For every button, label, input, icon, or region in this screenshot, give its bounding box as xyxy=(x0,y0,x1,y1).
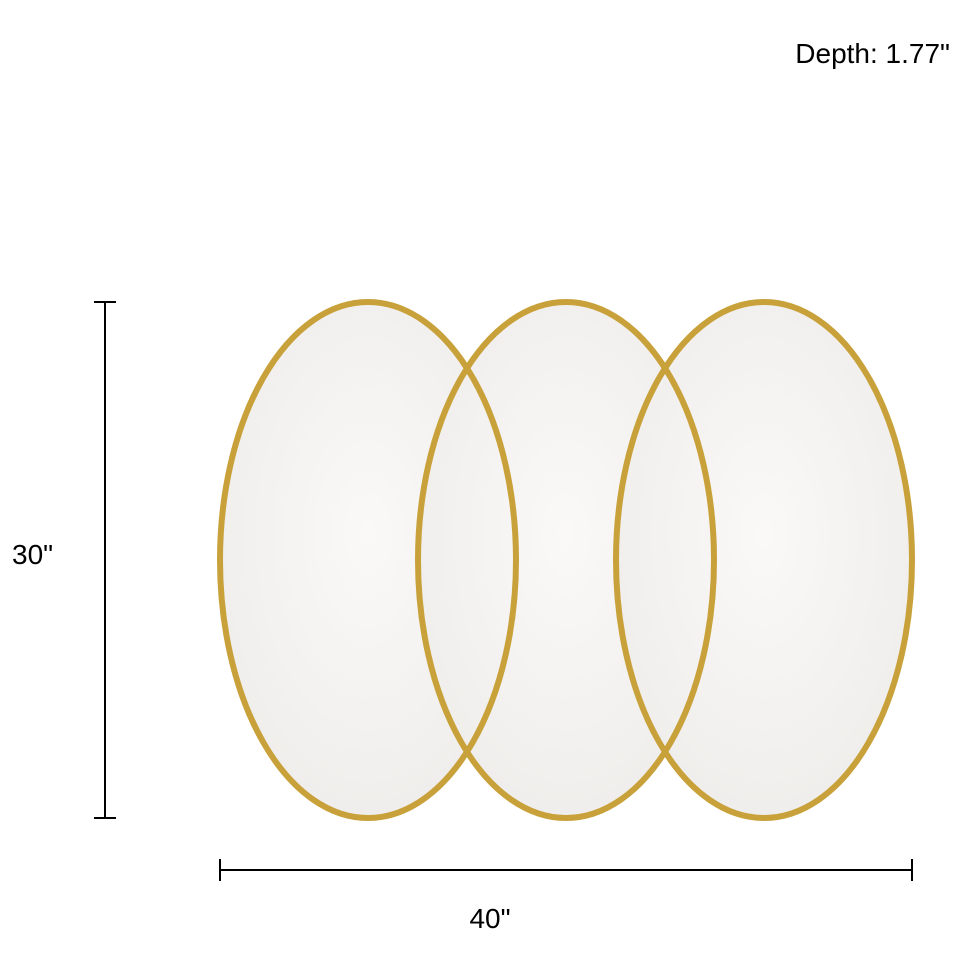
height-dimension-line xyxy=(94,302,116,818)
mirror-product xyxy=(220,302,912,818)
width-label: 40" xyxy=(469,903,510,935)
diagram-svg xyxy=(0,0,980,980)
dimension-diagram: Depth: 1.77" 30" 40" xyxy=(0,0,980,980)
width-dimension-line xyxy=(220,859,912,881)
height-label: 30" xyxy=(12,539,53,571)
depth-label: Depth: 1.77" xyxy=(795,38,950,70)
